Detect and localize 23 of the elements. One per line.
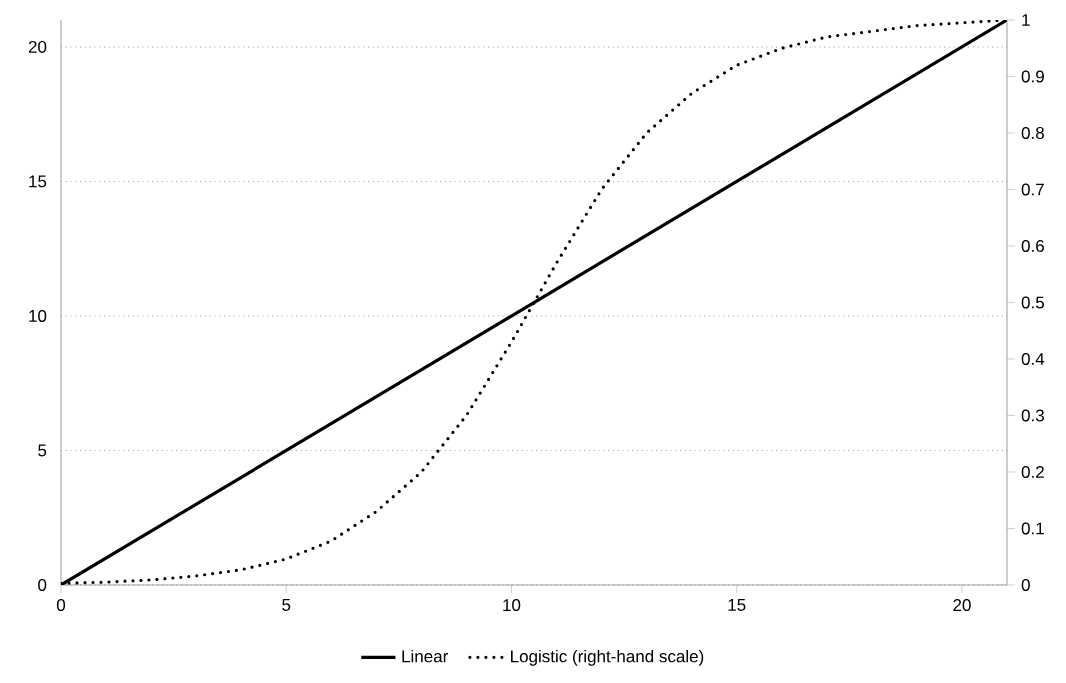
y2-tick-label: 0 (1021, 578, 1030, 591)
y2-tick-label: 0.1 (1021, 522, 1044, 535)
legend-label: Logistic (right-hand scale) (511, 649, 704, 666)
y2-tick-label: 0.9 (1021, 70, 1044, 83)
y-tick-label: 10 (29, 309, 47, 322)
y2-tick-label: 0.2 (1021, 465, 1044, 478)
x-tick-label: 15 (728, 599, 746, 611)
y2-tick-label: 0.7 (1021, 183, 1044, 196)
y-tick-label: 5 (38, 444, 47, 457)
y-tick-label: 0 (38, 578, 47, 591)
x-tick-label: 20 (953, 599, 971, 612)
x-tick-label: 5 (282, 599, 291, 611)
y2-tick-label: 0.4 (1021, 352, 1045, 365)
y2-tick-label: 0.6 (1021, 239, 1044, 252)
y2-tick-label: 1 (1022, 14, 1030, 26)
legend-label: Linear (402, 649, 448, 663)
y2-tick-label: 0.3 (1021, 409, 1044, 422)
x-tick-label: 0 (56, 599, 66, 612)
y2-tick-label: 0.5 (1021, 296, 1044, 309)
x-tick-label: 10 (503, 599, 521, 612)
y2-tick-label: 0.8 (1021, 126, 1044, 139)
y-tick-label: 15 (29, 175, 47, 188)
y-tick-label: 20 (28, 40, 47, 53)
